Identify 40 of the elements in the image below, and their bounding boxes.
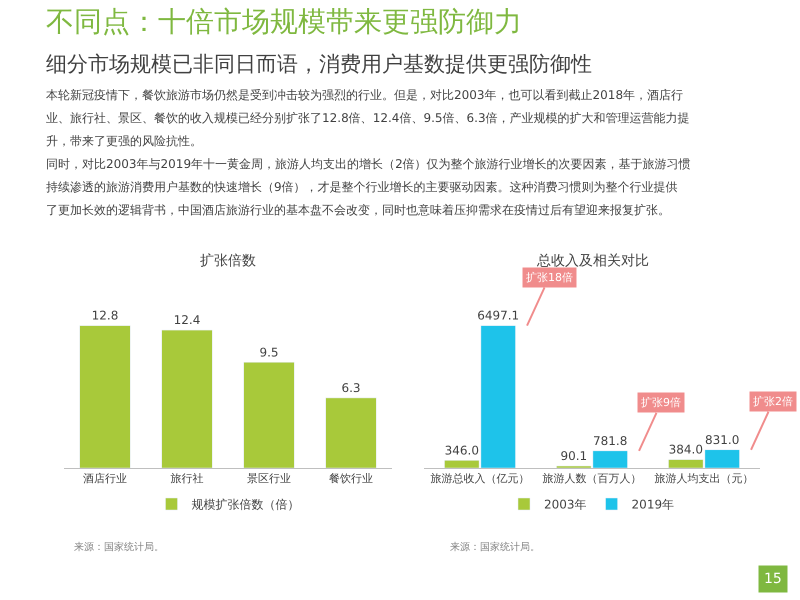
x-tick-label: 景区行业 <box>247 472 291 486</box>
x-tick-label: 酒店行业 <box>83 472 127 486</box>
data-label: 831.0 <box>705 432 740 447</box>
annotation: 扩张2倍 <box>753 395 793 408</box>
x-tick-label: 旅游人均支出（元） <box>654 472 754 486</box>
text: 了更加长效的逻辑背书，中国酒店旅游行业的基本盘不会改变，同时也意味着压抑需求在疫情过后有望迎来报复扩张。 <box>46 203 670 217</box>
x-tick-label: 餐饮行业 <box>329 472 373 486</box>
annotation: 扩张9倍 <box>641 396 681 409</box>
data-label: 384.0 <box>668 442 703 457</box>
chart-title: 总收入及相关对比 <box>536 253 649 269</box>
x-tick-label: 旅游人数（百万人） <box>542 472 642 486</box>
text: 扩张18倍 <box>526 271 573 284</box>
data-label: 90.1 <box>560 449 588 464</box>
text: 升，带来了更强的风险抗性。 <box>46 134 202 148</box>
chart-title: 扩张倍数 <box>200 253 256 269</box>
x-tick-label: 旅游总收入（亿元） <box>430 472 530 486</box>
legend-label: 2019年 <box>632 498 674 512</box>
text: 本轮新冠疫情下，餐饮旅游市场仍然是受到冲击较为强烈的行业。但是，对比2003年，也可以看到截止2018年，酒店行 <box>46 88 684 102</box>
x-tick-label: 旅行社 <box>170 472 204 486</box>
legend-label: 规模扩张倍数（倍） <box>192 498 300 512</box>
text: 不同点：十倍市场规模带来更强防御力 <box>46 5 522 38</box>
source-note: 来源：国家统计局。 <box>74 541 164 553</box>
bar <box>79 325 131 468</box>
data-label: 6497.1 <box>477 308 520 323</box>
data-label: 781.8 <box>593 434 628 448</box>
text: 持续渗透的旅游消费用户基数的快速增长（9倍），才是整个行业增长的主要驱动因素。这种消费习惯则为整个行业提供 <box>46 180 678 194</box>
bar <box>325 398 377 468</box>
text: 细分市场规模已非同日而语，消费用户基数提供更强防御性 <box>46 52 592 76</box>
data-label: 346.0 <box>444 443 479 458</box>
bar <box>243 362 295 468</box>
data-label: 6.3 <box>341 380 361 395</box>
data-label: 12.4 <box>174 313 200 328</box>
text: 业、旅行社、景区、餐饮的收入规模已经分别扩张了12.8倍、12.4倍、9.5倍、6.3倍，产业规模的扩大和管理运营能力提 <box>46 111 690 125</box>
text: 同时，对比2003年与2019年十一黄金周，旅游人均支出的增长（2倍）仅为整个旅游行业增长的次要因素，基于旅游习惯 <box>46 157 691 171</box>
text: 15 <box>764 571 782 587</box>
bar <box>161 330 213 468</box>
legend-label: 2003年 <box>544 498 587 512</box>
source-note: 来源：国家统计局。 <box>450 541 540 553</box>
data-label: 12.8 <box>92 308 118 323</box>
data-label: 9.5 <box>259 345 279 360</box>
